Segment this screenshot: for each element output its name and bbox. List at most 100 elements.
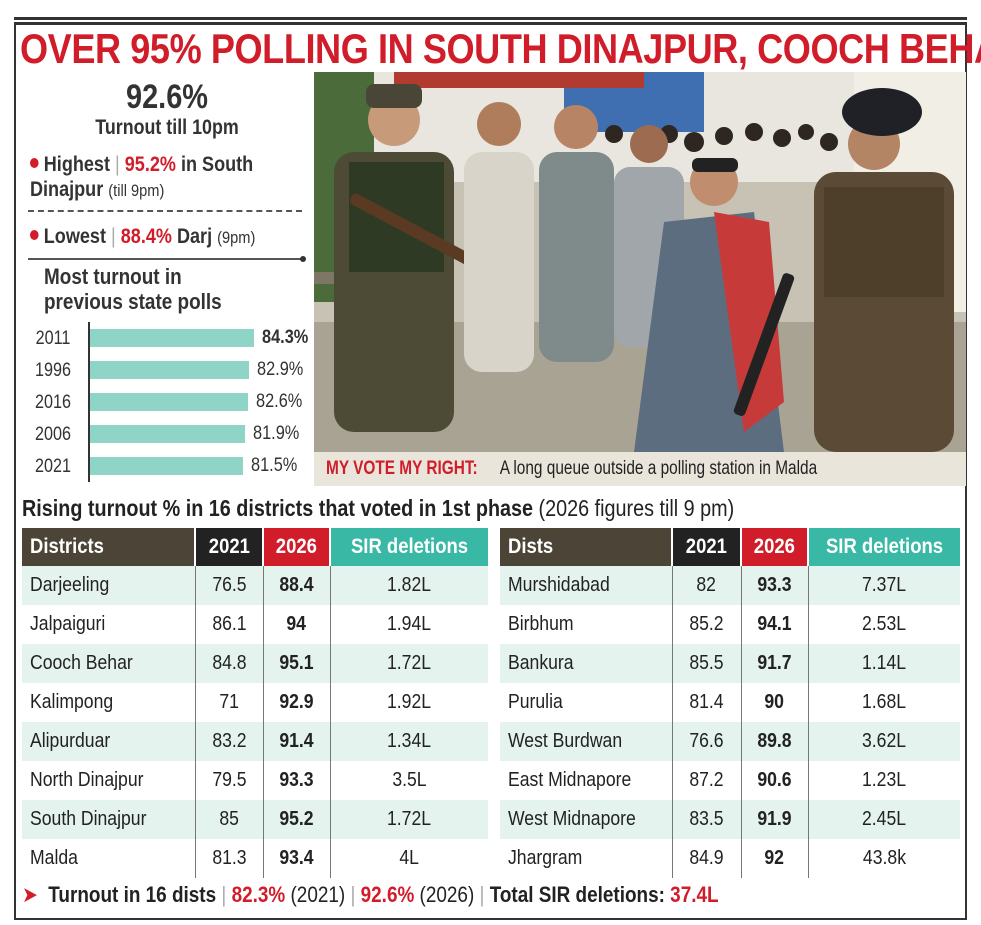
bar-row-1996: 1996 82.9% bbox=[22, 354, 312, 386]
table-row: West Burdwan 76.6 89.8 3.62L bbox=[500, 722, 960, 761]
graphic-frame bbox=[14, 22, 967, 920]
table-row: Darjeeling 76.5 88.4 1.82L bbox=[22, 566, 488, 605]
bar-year-label: 1996 bbox=[35, 360, 71, 381]
highest-label: Highest bbox=[43, 153, 110, 176]
bar-row-2021: 2021 81.5% bbox=[22, 450, 312, 482]
sir-deletions-cell: 43.8k bbox=[862, 847, 906, 869]
top-rule bbox=[14, 17, 967, 20]
headline: OVER 95% POLLING IN SOUTH DINAJPUR, COOC… bbox=[20, 25, 981, 72]
bar-row-2016: 2016 82.6% bbox=[22, 386, 312, 418]
sir-deletions-cell: 4L bbox=[399, 847, 420, 869]
highest-value: 95.2% bbox=[124, 153, 176, 176]
district-name-cell: Birbhum bbox=[500, 605, 673, 644]
bar-value-label: 82.9% bbox=[257, 359, 304, 380]
turnout-2021-cell: 85 bbox=[195, 800, 264, 839]
bar-fill bbox=[90, 361, 249, 379]
turnout-2021-cell: 85.5 bbox=[672, 644, 742, 683]
district-name-cell: North Dinajpur bbox=[22, 761, 196, 800]
turnout-2026-cell: 93.3 bbox=[741, 566, 809, 605]
bar-axis bbox=[88, 418, 90, 450]
districts-table-left: Districts 2021 2026 SIR deletions Darjee… bbox=[22, 528, 488, 878]
tables-title-note: (2026 figures till 9 pm) bbox=[538, 495, 735, 521]
turnout-2021-cell: 81.4 bbox=[672, 683, 742, 722]
turnout-2026-cell: 92.9 bbox=[263, 683, 331, 722]
bar-fill bbox=[90, 425, 245, 443]
district-name-cell: Murshidabad bbox=[500, 566, 673, 605]
turnout-2021-cell: 76.5 bbox=[195, 566, 264, 605]
sir-deletions-cell: 2.45L bbox=[808, 800, 960, 839]
left-panel: 92.6% Turnout till 10pm Highest | 95.2% … bbox=[22, 78, 314, 482]
col-header-2021: 2021 bbox=[672, 528, 742, 566]
bar-axis bbox=[88, 354, 90, 386]
footer-2021-value: 82.3% bbox=[231, 882, 286, 907]
caption-text: A long queue outside a polling station i… bbox=[499, 458, 817, 479]
bar-value-label: 82.6% bbox=[256, 391, 303, 412]
divider-endcap bbox=[300, 256, 306, 262]
sir-deletions-cell: 2.53L bbox=[862, 613, 907, 635]
turnout-label: Turnout till 10pm bbox=[95, 116, 239, 139]
turnout-2026-cell: 89.8 bbox=[741, 722, 809, 761]
turnout-2026-cell: 88.4 bbox=[263, 566, 331, 605]
turnout-2021-cell: 85.2 bbox=[672, 605, 742, 644]
turnout-2026-cell: 91.4 bbox=[263, 722, 331, 761]
turnout-2026-cell: 94 bbox=[263, 605, 331, 644]
lowest-place: Darj bbox=[176, 225, 213, 248]
col-header-sir: SIR deletions bbox=[330, 528, 488, 566]
turnout-2021-cell: 81.3 bbox=[195, 839, 264, 878]
turnout-2021-cell: 84.9 bbox=[672, 839, 742, 878]
sir-deletions-cell: 3.62L bbox=[808, 722, 960, 761]
table-row: South Dinajpur 85 95.2 1.72L bbox=[22, 800, 488, 839]
previous-polls-title: Most turnout in previous state polls bbox=[44, 264, 302, 314]
turnout-2026-cell: 95.1 bbox=[263, 644, 331, 683]
turnout-2021-cell: 79.5 bbox=[195, 761, 264, 800]
lowest-note: (9pm) bbox=[217, 228, 256, 247]
sir-deletions-cell: 1.92L bbox=[387, 691, 432, 713]
district-name-cell: West Burdwan bbox=[500, 722, 673, 761]
bar-axis bbox=[88, 322, 90, 354]
bar-fill bbox=[90, 393, 248, 411]
previous-title-line1: Most turnout in bbox=[44, 264, 182, 289]
turnout-2026-cell: 95.2 bbox=[263, 800, 331, 839]
table-row: Birbhum 85.2 94.1 2.53L bbox=[500, 605, 960, 644]
district-name-cell: Jhargram bbox=[500, 839, 673, 878]
col-header-2026: 2026 bbox=[263, 528, 331, 566]
table-row: Malda 81.3 93.4 4L bbox=[22, 839, 488, 878]
bullet-icon bbox=[30, 158, 39, 168]
sir-deletions-cell: 1.82L bbox=[330, 566, 488, 605]
tables-title-main: Rising turnout % in 16 districts that vo… bbox=[22, 495, 534, 521]
turnout-2021-cell: 84.8 bbox=[195, 644, 264, 683]
sir-deletions-cell: 1.34L bbox=[330, 722, 488, 761]
district-name-cell: Alipurduar bbox=[22, 722, 196, 761]
bar-row-2011: 2011 84.3% bbox=[22, 322, 312, 354]
table-row: Alipurduar 83.2 91.4 1.34L bbox=[22, 722, 488, 761]
bar-year-label: 2021 bbox=[35, 456, 71, 477]
footer-2026-year: (2026) bbox=[419, 882, 475, 907]
district-name-cell: Kalimpong bbox=[22, 683, 196, 722]
lowest-stat: Lowest | 88.4% Darj (9pm) bbox=[30, 224, 314, 250]
table-row: Cooch Behar 84.8 95.1 1.72L bbox=[22, 644, 488, 683]
highest-note: (till 9pm) bbox=[108, 181, 165, 200]
turnout-2026-cell: 91.7 bbox=[741, 644, 809, 683]
turnout-2021-cell: 87.2 bbox=[672, 761, 742, 800]
turnout-2021-cell: 83.5 bbox=[672, 800, 742, 839]
col-header-districts: Districts bbox=[22, 528, 196, 566]
bar-year-label: 2016 bbox=[35, 392, 71, 413]
sir-deletions-cell: 1.72L bbox=[330, 644, 488, 683]
bullet-icon bbox=[30, 230, 39, 240]
highest-text1: in South bbox=[180, 153, 254, 176]
turnout-2026-cell: 90.6 bbox=[741, 761, 809, 800]
turnout-2026-cell: 91.9 bbox=[741, 800, 809, 839]
turnout-2021-cell: 71 bbox=[195, 683, 264, 722]
table-row: East Midnapore 87.2 90.6 1.23L bbox=[500, 761, 960, 800]
turnout-2026-cell: 90 bbox=[741, 683, 809, 722]
bar-value-label: 84.3% bbox=[262, 327, 309, 348]
footer-sir-value: 37.4L bbox=[670, 882, 719, 907]
footer-summary: ➤ Turnout in 16 dists | 82.3% (2021) | 9… bbox=[22, 882, 719, 907]
solid-divider bbox=[28, 258, 302, 260]
col-header-2021: 2021 bbox=[195, 528, 264, 566]
col-header-sir: SIR deletions bbox=[808, 528, 960, 566]
bar-value-label: 81.5% bbox=[251, 455, 298, 476]
sir-deletions-cell: 3.5L bbox=[392, 769, 427, 791]
turnout-value: 92.6% bbox=[126, 78, 208, 116]
bar-fill bbox=[90, 329, 254, 347]
